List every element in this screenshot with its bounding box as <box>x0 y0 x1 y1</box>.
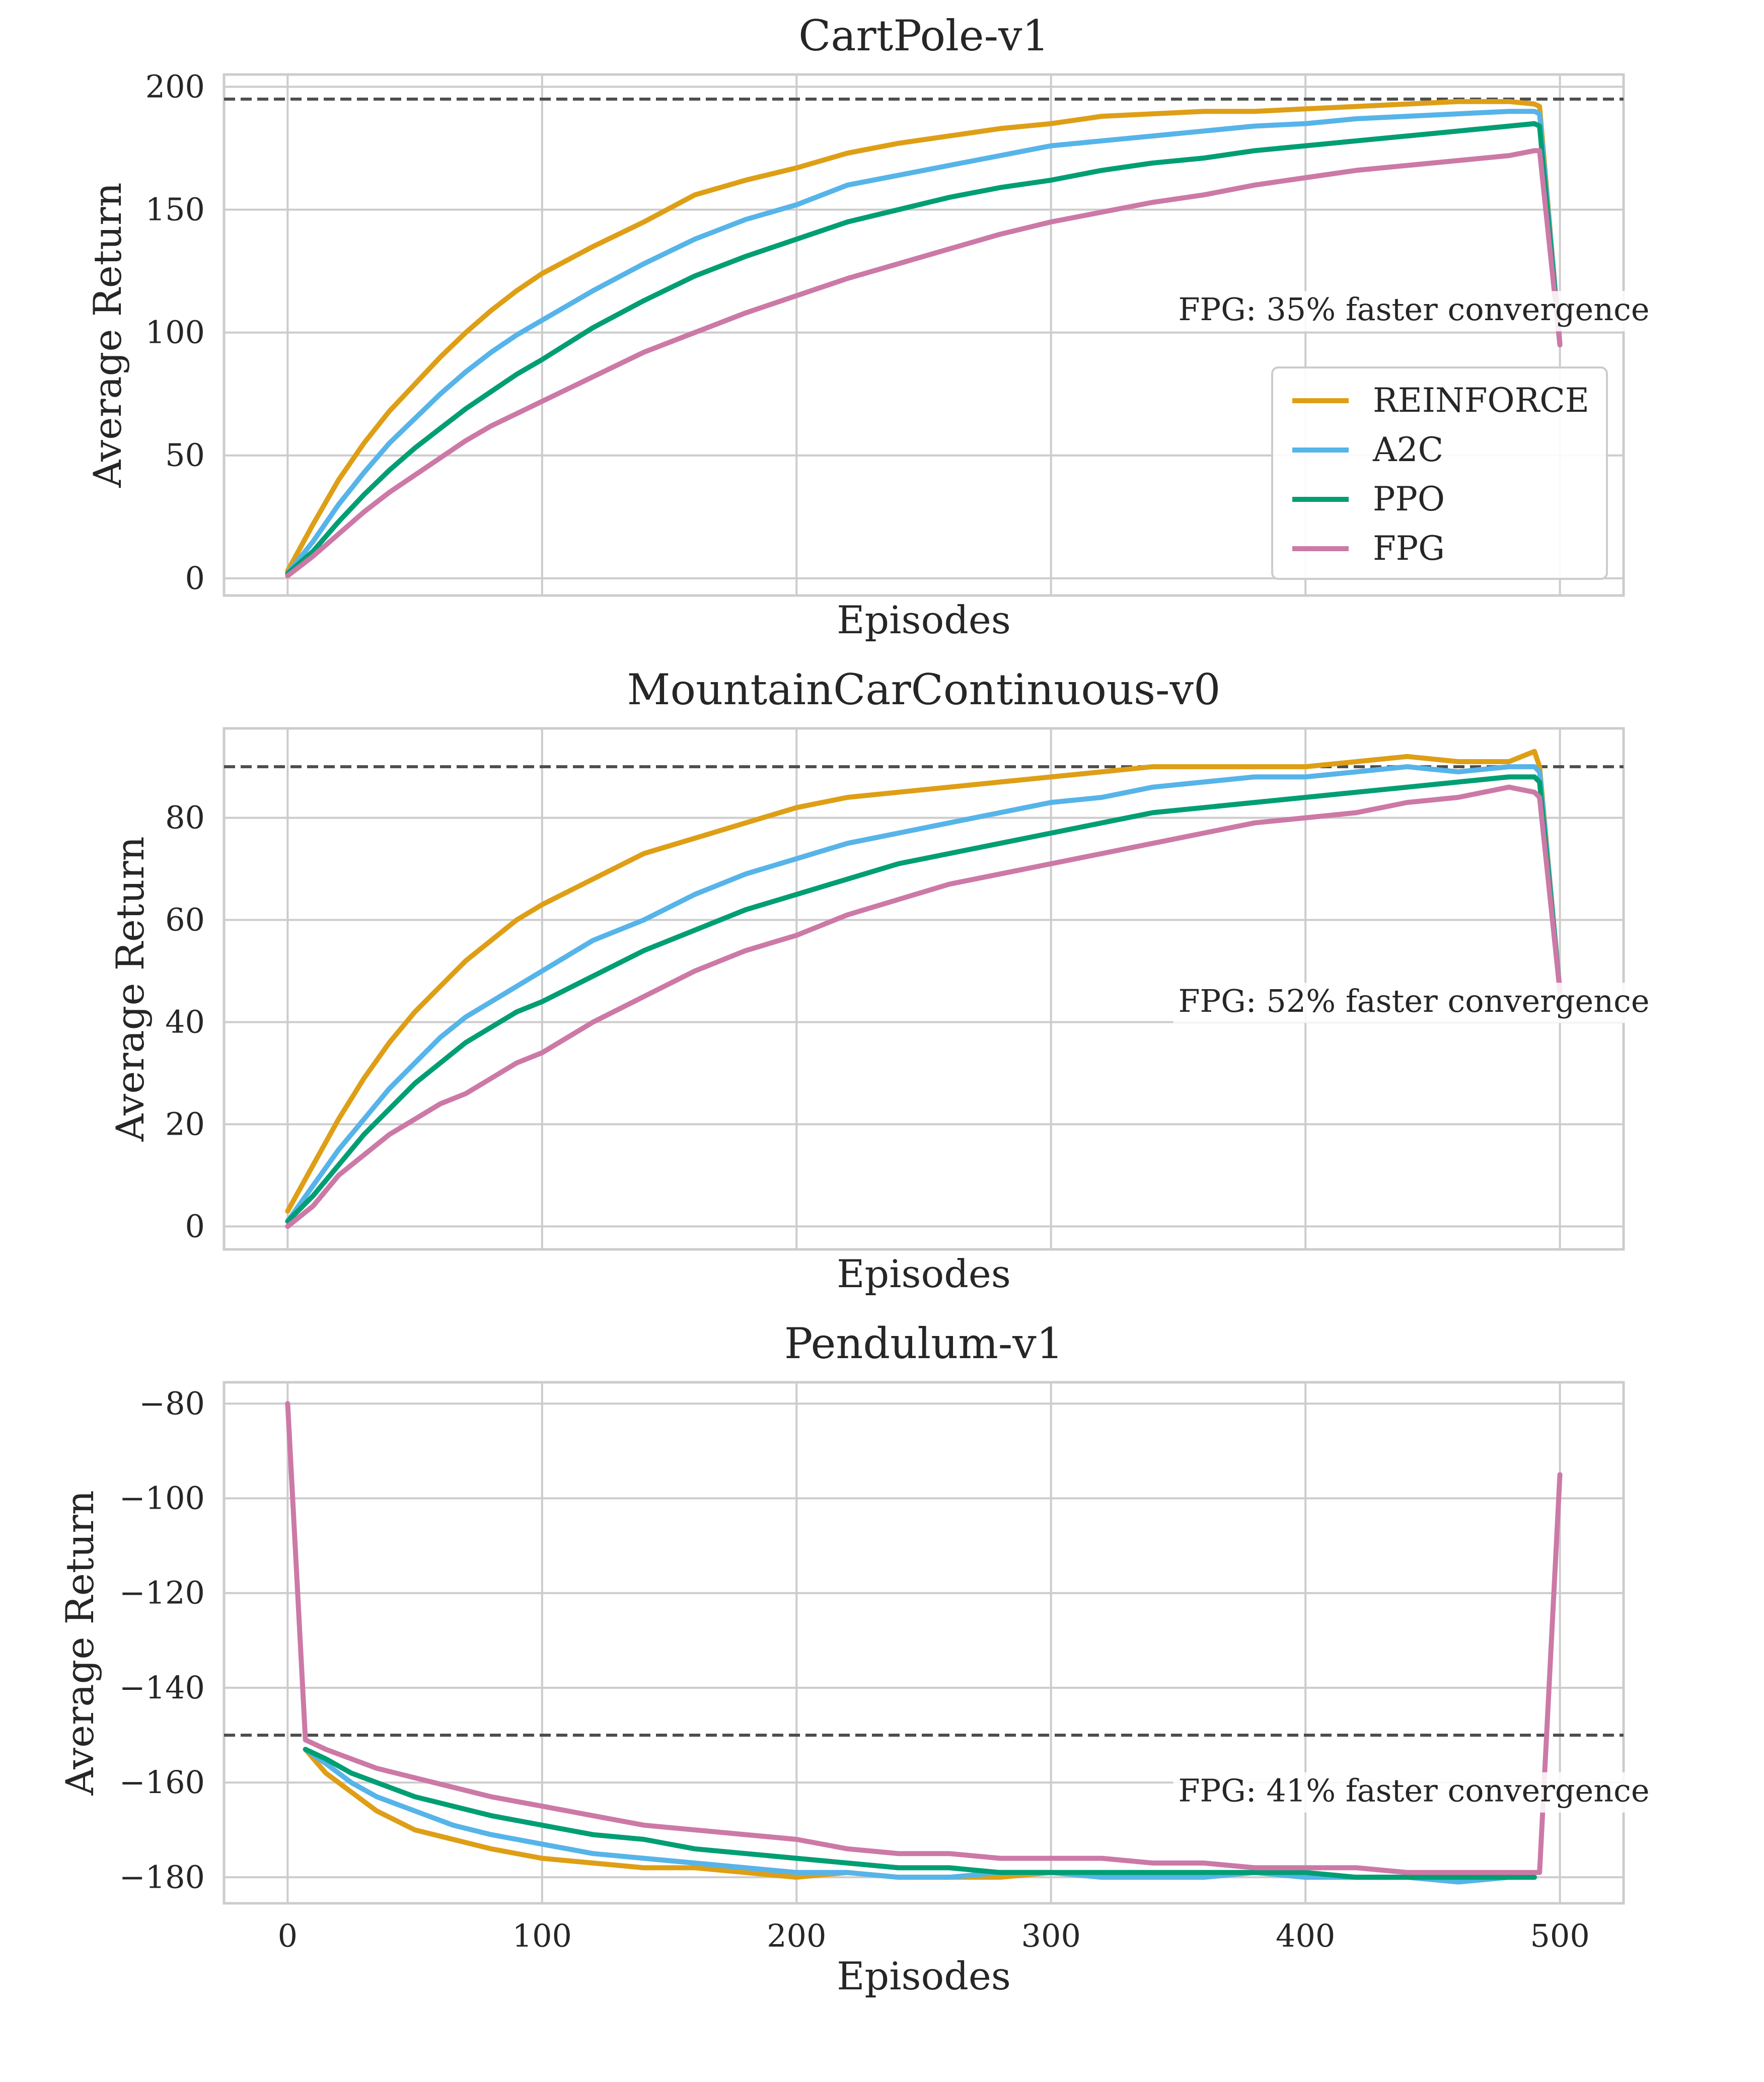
series-line-a2c <box>285 109 1563 576</box>
y-tick-label: −140 <box>119 1669 205 1706</box>
x-tick-label: 200 <box>767 1917 826 1954</box>
panel-cartpole: 0 50 100 150 200 FPG: 35% faster convergence C… <box>85 11 1672 642</box>
y-tick-label: 100 <box>145 314 205 351</box>
y-tick-label: −80 <box>139 1385 205 1422</box>
x-tick-label: 100 <box>512 1917 572 1954</box>
y-tick-label: 80 <box>165 799 205 836</box>
x-axis-label: Episodes <box>837 598 1011 642</box>
annotation-text: FPG: 52% faster convergence <box>1178 983 1649 1019</box>
series-line-ppo <box>285 774 1563 1224</box>
panel-pendulum: −80 −100 −120 −140 −160 −180 0 100 200 300 400 500 F… <box>57 1319 1672 1998</box>
series-line-fpg <box>285 1401 1563 1875</box>
y-tick-label: 150 <box>145 191 205 228</box>
annotation-text: FPG: 41% faster convergence <box>1178 1772 1649 1809</box>
series-line-a2c <box>285 764 1563 1224</box>
y-tick-label: 0 <box>185 1208 205 1244</box>
annotation-backdrop <box>1173 983 1672 1023</box>
y-tick-label: 0 <box>185 560 205 597</box>
y-axis-label: Average Return <box>108 836 153 1142</box>
x-tick-label: 500 <box>1530 1917 1589 1954</box>
series-line-fpg <box>285 784 1563 1229</box>
series-line-fpg <box>285 148 1563 578</box>
annotation-backdrop <box>1173 1772 1672 1813</box>
plot-frame <box>223 73 1625 597</box>
y-tick-label: −100 <box>119 1480 205 1517</box>
series-line-ppo <box>303 1747 1537 1880</box>
plot-frame <box>223 1381 1625 1905</box>
chart-title: MountainCarContinuous-v0 <box>627 665 1221 714</box>
panel-mountaincar: 0 20 40 60 80 FPG: 52% faster convergence Moun… <box>108 665 1672 1296</box>
y-axis-label: Average Return <box>85 182 130 488</box>
legend-label-a2c: A2C <box>1372 430 1443 469</box>
x-axis-label: Episodes <box>837 1251 1011 1296</box>
series-line-reinforce <box>285 99 1563 574</box>
series-line-reinforce <box>285 749 1563 1214</box>
chart-title: Pendulum-v1 <box>784 1319 1063 1368</box>
x-tick-label: 300 <box>1021 1917 1081 1954</box>
y-tick-label: −120 <box>119 1575 205 1611</box>
x-tick-label: 400 <box>1276 1917 1335 1954</box>
x-axis-label: Episodes <box>837 1954 1011 1998</box>
y-tick-label: 20 <box>165 1105 205 1142</box>
y-tick-label: −180 <box>119 1858 205 1895</box>
y-tick-label: 40 <box>165 1003 205 1040</box>
y-tick-label: −160 <box>119 1764 205 1801</box>
series-line-ppo <box>285 121 1563 576</box>
annotation-backdrop <box>1173 291 1672 332</box>
legend-label-fpg: FPG <box>1373 529 1445 568</box>
y-axis-label: Average Return <box>57 1490 102 1796</box>
x-tick-label: 0 <box>278 1917 298 1954</box>
annotation-text: FPG: 35% faster convergence <box>1178 291 1649 328</box>
legend-box <box>1271 366 1608 580</box>
y-tick-label: 50 <box>165 437 205 474</box>
legend-label-reinforce: REINFORCE <box>1373 381 1589 420</box>
legend-label-ppo: PPO <box>1373 480 1445 518</box>
chart-title: CartPole-v1 <box>798 11 1049 60</box>
y-tick-label: 60 <box>165 902 205 938</box>
y-tick-label: 200 <box>145 68 205 105</box>
legend: REINFORCE A2C PPO FPG <box>1271 366 1608 580</box>
